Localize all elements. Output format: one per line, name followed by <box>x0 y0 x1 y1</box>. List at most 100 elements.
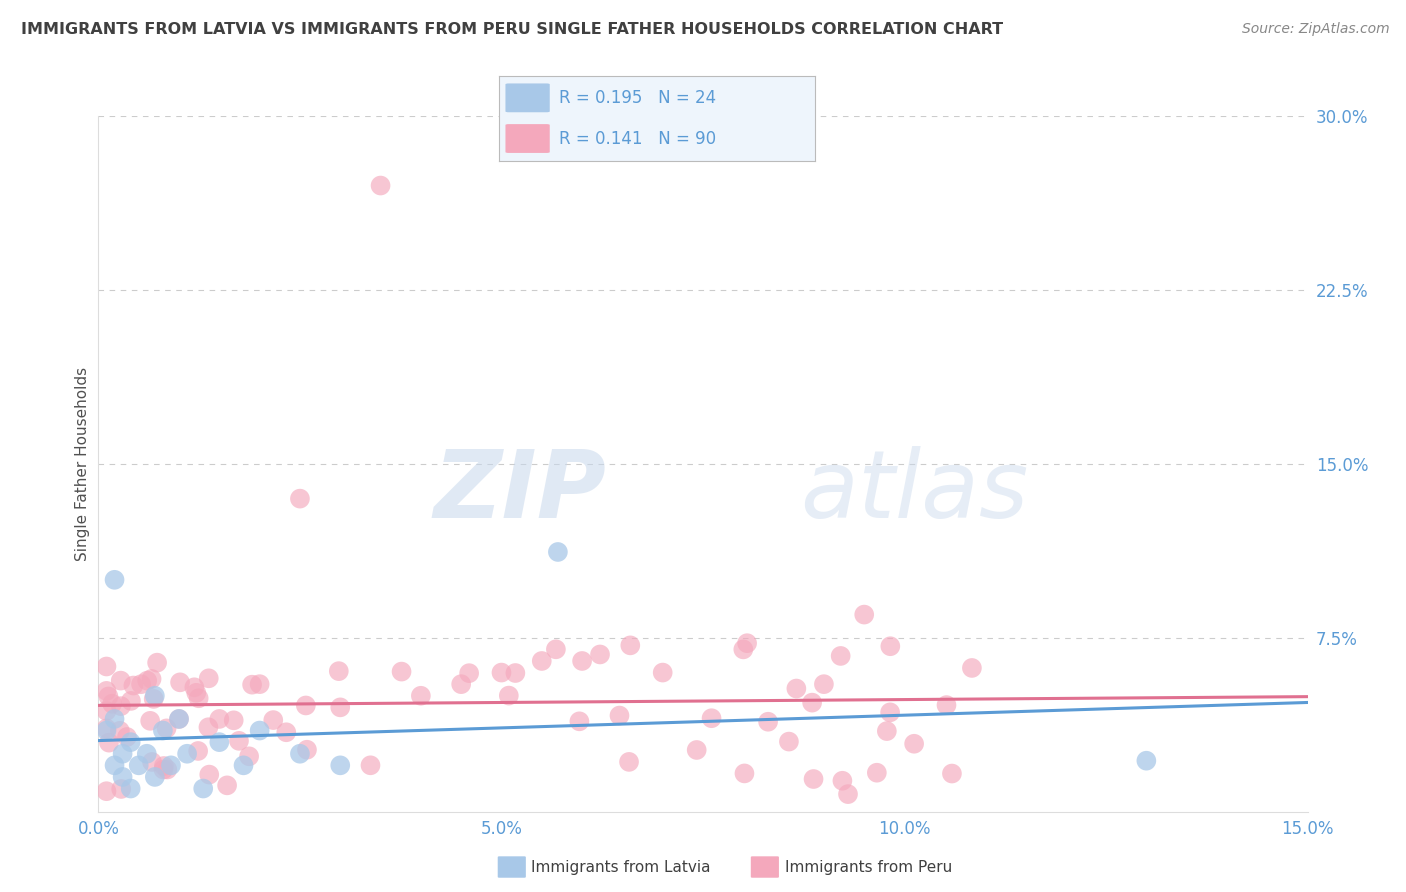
Point <box>409 689 432 703</box>
Point <box>103 712 125 726</box>
Point <box>160 758 183 772</box>
Point <box>813 677 835 691</box>
Point <box>96 723 118 738</box>
Point <box>295 742 318 756</box>
FancyBboxPatch shape <box>506 124 550 153</box>
Text: Immigrants from Latvia: Immigrants from Latvia <box>531 860 711 874</box>
Point <box>651 665 673 680</box>
Point <box>941 766 963 780</box>
Point <box>96 659 118 673</box>
Point <box>129 677 152 691</box>
Point <box>141 755 163 769</box>
Point <box>193 781 215 796</box>
Point <box>208 735 231 749</box>
Point <box>391 665 413 679</box>
Point <box>505 665 527 680</box>
Point <box>97 690 120 704</box>
Text: Source: ZipAtlas.com: Source: ZipAtlas.com <box>1241 22 1389 37</box>
Point <box>183 681 205 695</box>
Point <box>136 673 159 688</box>
Point <box>143 689 166 703</box>
Point <box>152 763 174 777</box>
Point <box>360 758 382 772</box>
Point <box>222 714 245 728</box>
Point <box>110 781 132 796</box>
Point <box>785 681 807 696</box>
Point <box>589 648 612 662</box>
Point <box>96 784 118 798</box>
Point <box>619 638 641 652</box>
Point <box>176 747 198 761</box>
Point <box>571 654 593 668</box>
Point <box>156 763 179 777</box>
Point <box>1135 754 1157 768</box>
Point <box>98 736 121 750</box>
Point <box>249 723 271 738</box>
Point <box>153 759 176 773</box>
Point <box>103 758 125 772</box>
Point <box>139 714 162 728</box>
Point <box>110 699 132 714</box>
Point <box>120 735 142 749</box>
Point <box>208 712 231 726</box>
Point <box>831 773 853 788</box>
Point <box>128 758 150 772</box>
Point <box>700 711 723 725</box>
Point <box>96 684 118 698</box>
Point <box>249 677 271 691</box>
Point <box>876 724 898 739</box>
Point <box>152 723 174 738</box>
Point <box>547 545 569 559</box>
Point <box>295 698 318 713</box>
Point <box>262 713 284 727</box>
Point <box>103 573 125 587</box>
Point <box>276 725 298 739</box>
Text: R = 0.195   N = 24: R = 0.195 N = 24 <box>560 89 717 107</box>
Point <box>803 772 825 786</box>
Point <box>120 781 142 796</box>
Point <box>568 714 591 729</box>
Point <box>240 678 263 692</box>
Point <box>120 694 142 708</box>
Point <box>187 691 209 706</box>
Point <box>735 636 758 650</box>
Point <box>530 654 553 668</box>
FancyBboxPatch shape <box>506 84 550 112</box>
Point <box>903 737 925 751</box>
Point <box>329 758 352 772</box>
Point <box>866 765 889 780</box>
Y-axis label: Single Father Households: Single Father Households <box>75 367 90 561</box>
Point <box>879 706 901 720</box>
Point <box>167 712 190 726</box>
Point <box>101 697 124 711</box>
Point <box>197 720 219 734</box>
Point <box>837 787 859 801</box>
Point <box>217 778 239 792</box>
Point <box>187 744 209 758</box>
Point <box>96 704 118 718</box>
Point <box>228 734 250 748</box>
Point <box>830 648 852 663</box>
Point <box>491 665 513 680</box>
Point <box>146 656 169 670</box>
Point <box>110 673 132 688</box>
Point <box>197 671 219 685</box>
Point <box>935 698 957 712</box>
Text: ZIP: ZIP <box>433 446 606 538</box>
Point <box>609 708 631 723</box>
Point <box>458 666 481 681</box>
Text: Immigrants from Peru: Immigrants from Peru <box>785 860 952 874</box>
Text: R = 0.141   N = 90: R = 0.141 N = 90 <box>560 129 717 147</box>
Point <box>141 672 163 686</box>
Point <box>96 722 118 736</box>
Point <box>186 686 208 700</box>
Point <box>122 679 145 693</box>
Point <box>329 700 352 714</box>
Point <box>143 770 166 784</box>
Point <box>288 747 311 761</box>
Point <box>238 749 260 764</box>
Point <box>450 677 472 691</box>
Point <box>135 747 157 761</box>
Point <box>232 758 254 772</box>
Point <box>115 730 138 744</box>
